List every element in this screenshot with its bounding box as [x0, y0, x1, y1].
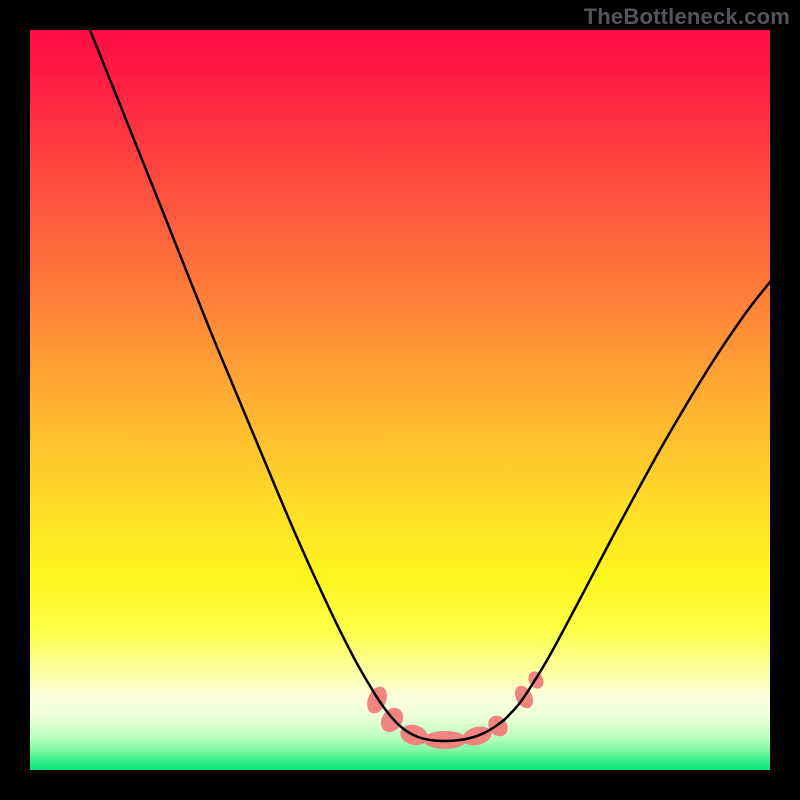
watermark-text: TheBottleneck.com — [584, 4, 790, 30]
plot-area — [30, 30, 770, 770]
chart-frame: TheBottleneck.com — [0, 0, 800, 800]
bottleneck-chart-svg — [30, 30, 770, 770]
gradient-background — [30, 30, 770, 770]
